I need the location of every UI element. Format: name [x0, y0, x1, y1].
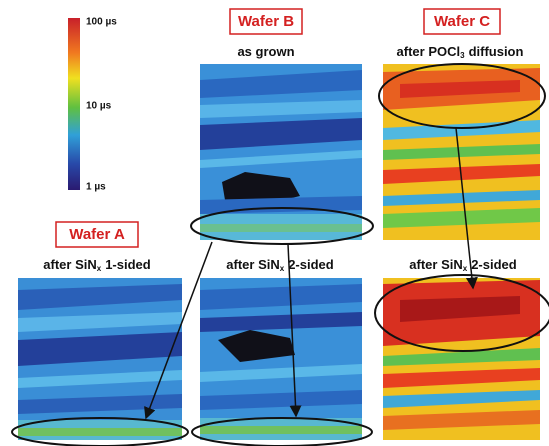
caption-part: after SiN	[409, 257, 462, 272]
caption-part: x	[280, 264, 285, 273]
wafer-label: Wafer C	[434, 13, 490, 30]
lifetime-map	[383, 64, 540, 240]
caption-part: as grown	[237, 44, 294, 59]
wafer-label: Wafer B	[238, 13, 294, 30]
caption-part: x	[97, 264, 102, 273]
caption: as grown	[237, 44, 294, 59]
caption-part: after SiN	[43, 257, 96, 272]
wafer-label: Wafer A	[69, 226, 125, 243]
figure: 100 µs 10 µs 1 µs Wafer B Wafer C Wafer …	[0, 0, 549, 446]
caption-part: 2-sided	[471, 257, 517, 272]
lifetime-map	[383, 278, 540, 440]
caption-part: after SiN	[226, 257, 279, 272]
lifetime-map	[200, 64, 362, 240]
colorbar	[68, 18, 80, 190]
caption-part: after POCl	[397, 44, 461, 59]
colorbar-label: 100 µs	[86, 17, 117, 28]
caption-part: diffusion	[469, 44, 524, 59]
lifetime-map	[200, 278, 362, 440]
colorbar-label: 1 µs	[86, 182, 106, 193]
caption-part: x	[463, 264, 468, 273]
caption-part: 1-sided	[105, 257, 151, 272]
colorbar-label: 10 µs	[86, 101, 112, 112]
caption: after POCl3 diffusion	[397, 44, 524, 60]
caption-part: 3	[460, 51, 465, 60]
lifetime-map	[18, 278, 182, 440]
caption-part: 2-sided	[288, 257, 334, 272]
